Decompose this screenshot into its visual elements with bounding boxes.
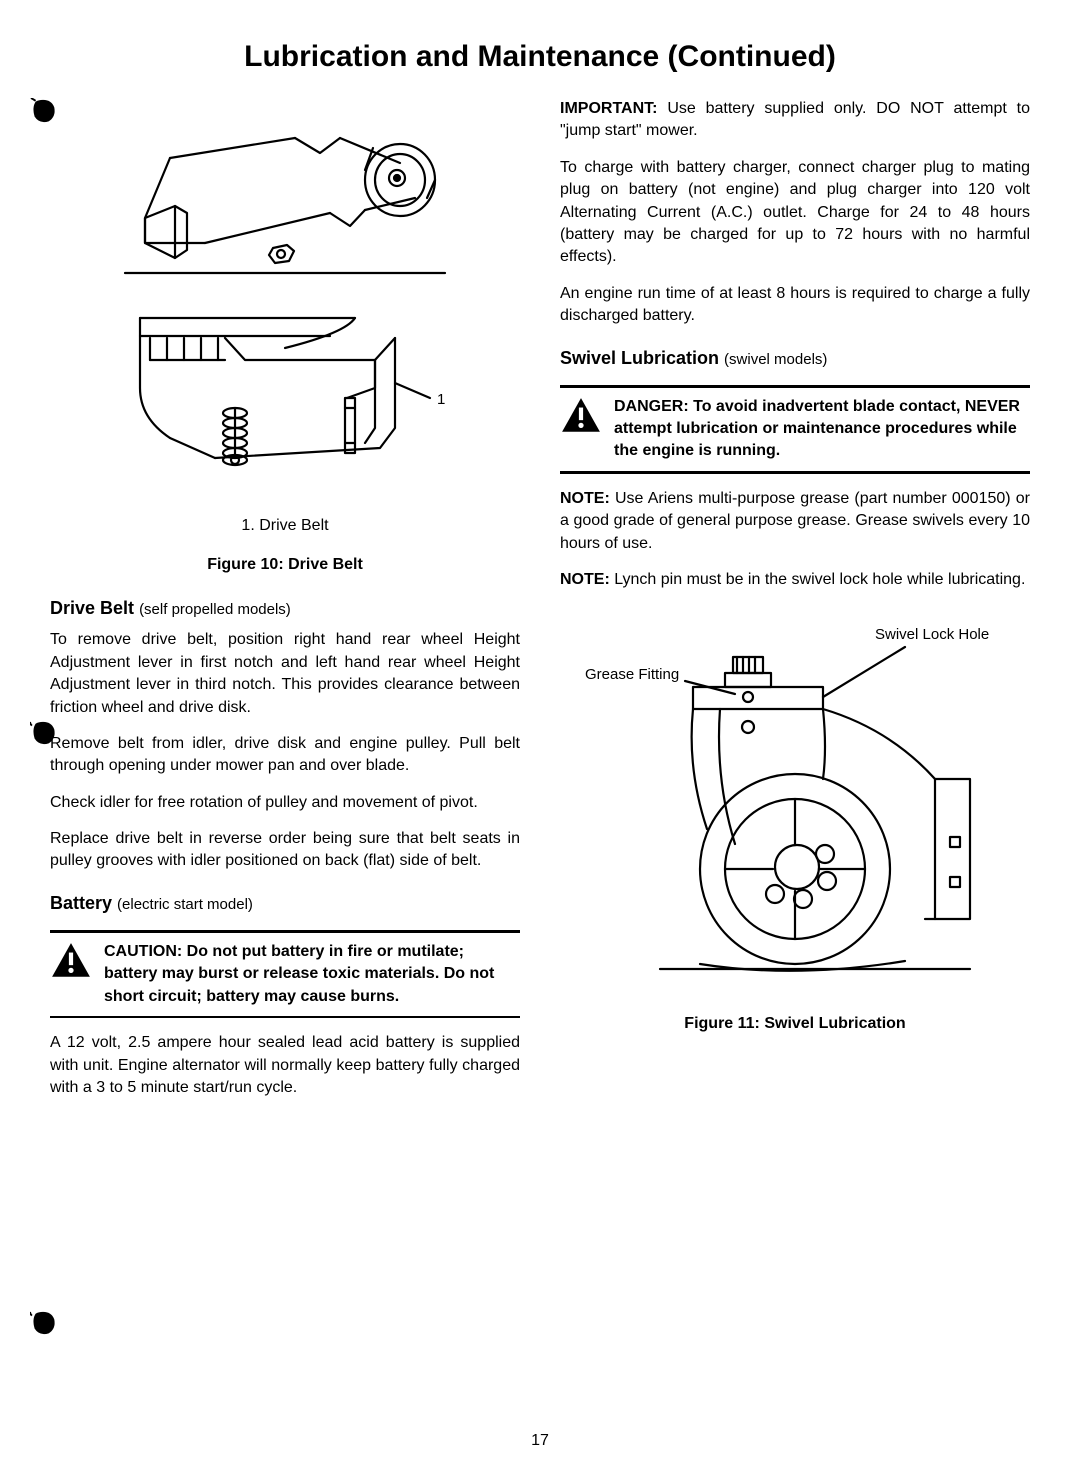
swivel-heading: Swivel Lubrication (swivel models) [560,346,1030,371]
swivel-danger-text: DANGER: To avoid inadvertent blade conta… [614,396,1030,463]
battery-heading: Battery (electric start model) [50,891,520,916]
swivel-lubrication-diagram: Swivel Lock Hole Grease Fitting [575,619,1015,989]
battery-heading-text: Battery [50,893,112,913]
runtime-para: An engine run time of at least 8 hours i… [560,283,1030,328]
swivel-heading-text: Swivel Lubrication [560,348,719,368]
svg-text:1: 1 [437,391,445,408]
page-number: 17 [0,1432,1080,1450]
drive-belt-heading: Drive Belt (self propelled models) [50,596,520,621]
margin-blob-icon [30,720,58,748]
figure-10-caption: Figure 10: Drive Belt [50,554,520,576]
note1-lead: NOTE: [560,490,610,507]
note2-lead: NOTE: [560,571,610,588]
swivel-note1: NOTE: Use Ariens multi-purpose grease (p… [560,488,1030,555]
important-para: IMPORTANT: Use battery supplied only. DO… [560,98,1030,143]
drive-belt-heading-text: Drive Belt [50,598,134,618]
right-column: IMPORTANT: Use battery supplied only. DO… [560,98,1030,1113]
drive-belt-p3: Check idler for free rotation of pulley … [50,792,520,814]
drive-belt-p4: Replace drive belt in reverse order bein… [50,828,520,873]
warning-triangle-icon [560,396,602,434]
note2-text: Lynch pin must be in the swivel lock hol… [610,571,1026,588]
battery-caution-text: CAUTION: Do not put battery in fire or m… [104,941,520,1008]
margin-blob-icon [30,98,58,126]
battery-caution-block: CAUTION: Do not put battery in fire or m… [50,930,520,1018]
swivel-sub: (swivel models) [724,351,827,368]
left-column: 1 1. Drive Belt [50,98,520,1113]
note1-text: Use Ariens multi-purpose grease (part nu… [560,490,1030,552]
drive-belt-p2: Remove belt from idler, drive disk and e… [50,733,520,778]
two-column-layout: 1 1. Drive Belt [50,98,1030,1113]
drive-belt-p1: To remove drive belt, position right han… [50,629,520,719]
margin-blob-icon [30,1310,58,1338]
swivel-note2: NOTE: Lynch pin must be in the swivel lo… [560,569,1030,591]
swivel-lock-hole-label: Swivel Lock Hole [875,626,989,643]
important-lead: IMPORTANT: [560,100,657,117]
swivel-danger-block: DANGER: To avoid inadvertent blade conta… [560,385,1030,474]
battery-p1: A 12 volt, 2.5 ampere hour sealed lead a… [50,1032,520,1099]
figure-10-callout-list: 1. Drive Belt [50,515,520,537]
figure-10: 1 1. Drive Belt [50,98,520,576]
battery-sub: (electric start model) [117,896,253,913]
figure-11-caption: Figure 11: Swivel Lubrication [560,1013,1030,1035]
figure-11: Swivel Lock Hole Grease Fitting [560,619,1030,1035]
warning-triangle-icon [50,941,92,979]
drive-belt-sub: (self propelled models) [139,601,291,618]
grease-fitting-label: Grease Fitting [585,666,679,683]
page-title: Lubrication and Maintenance (Continued) [50,40,1030,74]
drive-belt-diagram: 1 [95,98,475,498]
charge-para: To charge with battery charger, connect … [560,157,1030,269]
